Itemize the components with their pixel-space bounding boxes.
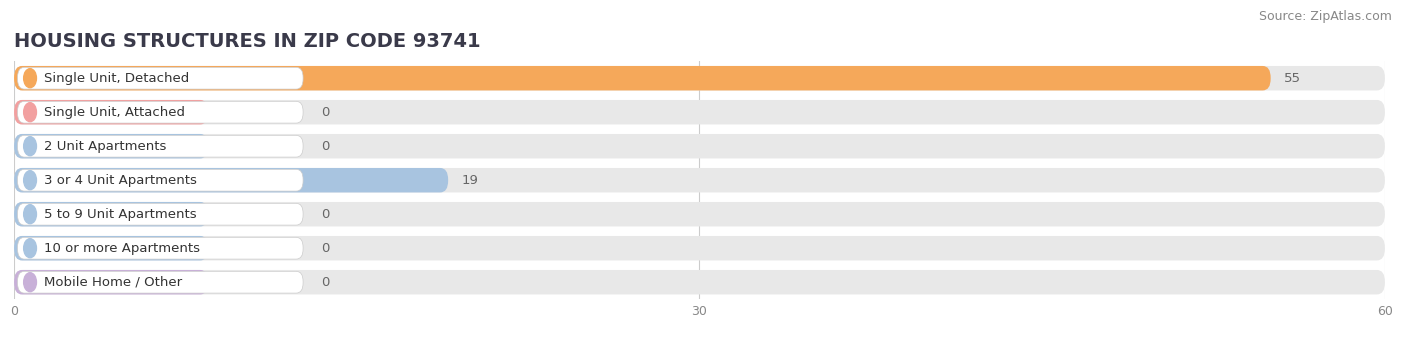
Circle shape: [24, 171, 37, 190]
FancyBboxPatch shape: [17, 135, 304, 157]
Text: Source: ZipAtlas.com: Source: ZipAtlas.com: [1258, 10, 1392, 23]
Text: 19: 19: [463, 174, 479, 187]
FancyBboxPatch shape: [14, 100, 1385, 124]
Circle shape: [24, 205, 37, 224]
Circle shape: [24, 273, 37, 292]
Text: Single Unit, Detached: Single Unit, Detached: [44, 72, 188, 85]
FancyBboxPatch shape: [14, 202, 208, 226]
FancyBboxPatch shape: [14, 202, 1385, 226]
FancyBboxPatch shape: [14, 270, 1385, 294]
FancyBboxPatch shape: [14, 134, 208, 158]
FancyBboxPatch shape: [17, 67, 304, 89]
Text: 0: 0: [322, 140, 330, 153]
Circle shape: [24, 103, 37, 122]
Circle shape: [24, 239, 37, 258]
Text: HOUSING STRUCTURES IN ZIP CODE 93741: HOUSING STRUCTURES IN ZIP CODE 93741: [14, 32, 481, 51]
Text: 2 Unit Apartments: 2 Unit Apartments: [44, 140, 166, 153]
FancyBboxPatch shape: [14, 66, 1385, 90]
Text: 0: 0: [322, 276, 330, 289]
Text: Mobile Home / Other: Mobile Home / Other: [44, 276, 181, 289]
Text: 10 or more Apartments: 10 or more Apartments: [44, 242, 200, 255]
Circle shape: [24, 69, 37, 88]
Text: 0: 0: [322, 208, 330, 221]
FancyBboxPatch shape: [14, 270, 208, 294]
Text: Single Unit, Attached: Single Unit, Attached: [44, 106, 184, 119]
Circle shape: [24, 137, 37, 156]
Text: 0: 0: [322, 242, 330, 255]
Text: 55: 55: [1285, 72, 1302, 85]
FancyBboxPatch shape: [14, 66, 1271, 90]
FancyBboxPatch shape: [14, 100, 208, 124]
FancyBboxPatch shape: [14, 168, 449, 192]
FancyBboxPatch shape: [14, 236, 1385, 260]
Text: 5 to 9 Unit Apartments: 5 to 9 Unit Apartments: [44, 208, 197, 221]
FancyBboxPatch shape: [17, 101, 304, 123]
FancyBboxPatch shape: [17, 169, 304, 191]
Text: 0: 0: [322, 106, 330, 119]
FancyBboxPatch shape: [17, 271, 304, 293]
FancyBboxPatch shape: [17, 237, 304, 259]
FancyBboxPatch shape: [14, 134, 1385, 158]
FancyBboxPatch shape: [14, 236, 208, 260]
FancyBboxPatch shape: [17, 203, 304, 225]
Text: 3 or 4 Unit Apartments: 3 or 4 Unit Apartments: [44, 174, 197, 187]
FancyBboxPatch shape: [14, 168, 1385, 192]
